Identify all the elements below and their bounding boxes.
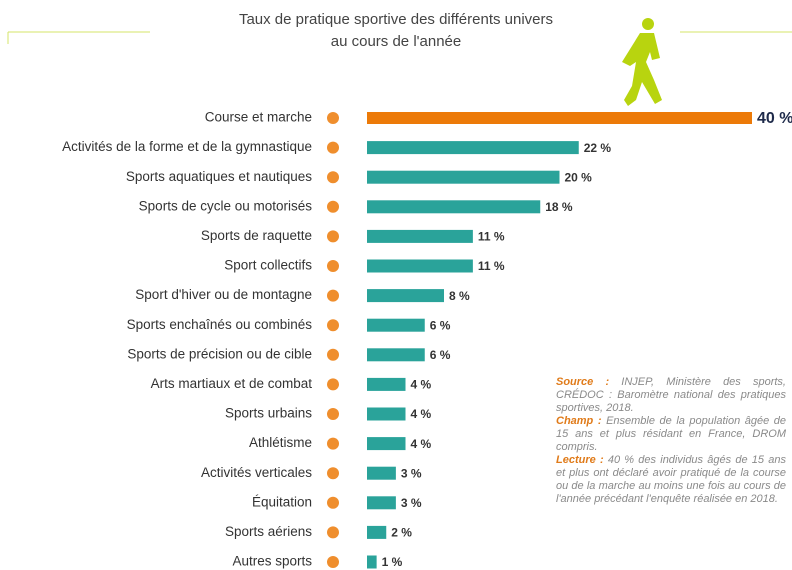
- bar: [367, 377, 406, 391]
- bar: [367, 555, 377, 569]
- sport-icon: [327, 289, 339, 302]
- category-label: Course et marche: [205, 110, 312, 125]
- sport-icon: [327, 556, 339, 568]
- bar: [367, 200, 541, 214]
- category-label: Sports de cycle ou motorisés: [139, 198, 313, 213]
- category-label: Sports de raquette: [201, 228, 312, 243]
- category-label: Activités de la forme et de la gymnastiq…: [62, 139, 312, 154]
- bar: [367, 229, 473, 243]
- sport-icon: [327, 319, 339, 332]
- value-label: 1 %: [382, 555, 403, 569]
- chart-title: au cours de l'année: [331, 33, 461, 50]
- value-label: 3 %: [401, 466, 422, 480]
- bar: [367, 259, 473, 273]
- category-label: Sport collectifs: [224, 258, 312, 273]
- sport-icon: [327, 467, 339, 480]
- bar: [367, 437, 406, 451]
- sport-icon: [327, 437, 339, 450]
- value-label: 2 %: [391, 526, 412, 540]
- value-label: 22 %: [584, 141, 612, 155]
- note-text: INJEP, Ministère des sports, CRÉDOC : Ba…: [556, 376, 786, 414]
- value-label: 6 %: [430, 318, 451, 332]
- sport-icon: [327, 112, 339, 124]
- sport-icon: [327, 171, 339, 184]
- bar: [367, 170, 560, 184]
- category-label: Autres sports: [232, 554, 312, 569]
- value-label: 6 %: [430, 348, 451, 362]
- category-label: Sports urbains: [225, 406, 312, 421]
- bar: [367, 525, 387, 539]
- bar: [367, 496, 396, 510]
- value-label: 3 %: [401, 496, 422, 510]
- note-text: 40 % des individus âgés de 15 ans et plu…: [556, 454, 786, 505]
- note: Champ : Ensemble de la population âgée d…: [556, 415, 786, 454]
- note-label: Champ :: [556, 415, 602, 427]
- category-label: Sports de précision ou de cible: [127, 346, 312, 361]
- category-label: Activités verticales: [201, 465, 312, 480]
- value-label: 8 %: [449, 289, 470, 303]
- value-label: 4 %: [411, 437, 432, 451]
- chart-title: Taux de pratique sportive des différents…: [239, 11, 553, 28]
- bar: [367, 466, 396, 480]
- note-label: Lecture :: [556, 454, 604, 466]
- sport-icon: [327, 141, 339, 154]
- sport-icon: [327, 230, 339, 243]
- sport-icon: [327, 260, 339, 272]
- value-label: 4 %: [411, 407, 432, 421]
- bar: [367, 112, 752, 124]
- sport-icon: [327, 378, 339, 391]
- bar: [367, 141, 579, 155]
- bar: [367, 289, 444, 303]
- category-label: Arts martiaux et de combat: [151, 376, 313, 391]
- category-label: Sports aériens: [225, 524, 312, 539]
- sport-icon: [327, 526, 339, 539]
- note: Source : INJEP, Ministère des sports, CR…: [556, 376, 786, 415]
- sport-icon: [327, 348, 339, 361]
- value-label: 18 %: [545, 200, 573, 214]
- note-label: Source :: [556, 376, 610, 388]
- category-label: Sport d'hiver ou de montagne: [135, 287, 312, 302]
- sport-icon: [327, 408, 339, 420]
- category-label: Athlétisme: [249, 435, 312, 450]
- bar: [367, 348, 425, 362]
- notes: Source : INJEP, Ministère des sports, CR…: [556, 376, 786, 506]
- bar: [367, 318, 425, 332]
- value-label: 11 %: [478, 230, 505, 244]
- value-label: 4 %: [411, 378, 432, 392]
- note: Lecture : 40 % des individus âgés de 15 …: [556, 454, 786, 506]
- sport-icon: [327, 200, 339, 213]
- category-label: Sports enchaînés ou combinés: [127, 317, 313, 332]
- bar: [367, 407, 406, 421]
- value-label: 20 %: [565, 170, 593, 184]
- sport-icon: [327, 496, 339, 509]
- value-label: 11 %: [478, 259, 505, 273]
- runner-icon: [622, 18, 662, 106]
- category-label: Sports aquatiques et nautiques: [126, 169, 312, 184]
- value-label: 40 %: [757, 110, 792, 127]
- note-text: Ensemble de la population âgée de 15 ans…: [556, 415, 787, 453]
- category-label: Équitation: [252, 494, 312, 509]
